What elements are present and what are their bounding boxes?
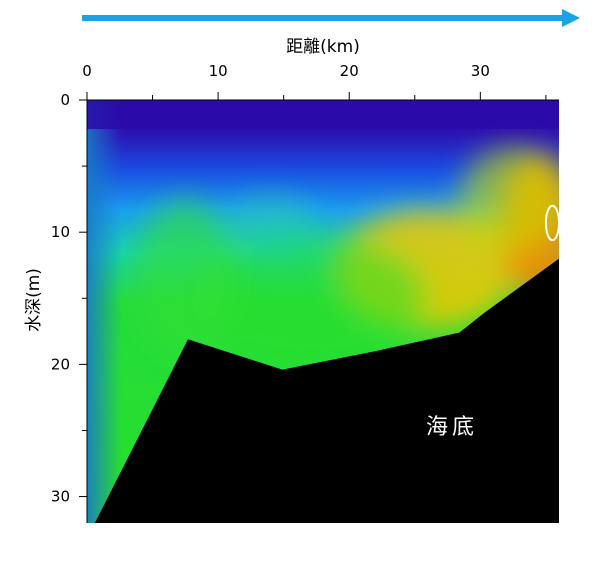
direction-arrow-head bbox=[562, 9, 580, 27]
plot-area bbox=[87, 100, 559, 523]
field-blob-3 bbox=[191, 232, 428, 365]
x-tick-label: 10 bbox=[209, 62, 228, 80]
left-edge-shading bbox=[87, 100, 122, 523]
field-blob-5 bbox=[224, 195, 317, 254]
field-blob-4 bbox=[132, 199, 238, 358]
field-blob-2 bbox=[460, 146, 559, 252]
seabed-shape bbox=[87, 258, 559, 523]
seabed-label: 海底 bbox=[426, 415, 478, 440]
surface-layer bbox=[87, 100, 559, 130]
x-tick-label: 0 bbox=[82, 62, 92, 80]
y-tick-label: 20 bbox=[51, 355, 70, 373]
direction-arrow bbox=[82, 9, 580, 27]
concentration-field bbox=[132, 146, 559, 365]
surface-band bbox=[87, 100, 559, 130]
x-tick-label: 30 bbox=[471, 62, 490, 80]
y-axis-title: 水深(m) bbox=[24, 268, 44, 332]
x-axis: 0 10 20 30 bbox=[82, 62, 559, 101]
y-tick-label: 0 bbox=[60, 91, 70, 109]
y-tick-label: 10 bbox=[51, 223, 70, 241]
y-tick-label: 30 bbox=[51, 488, 70, 506]
contour-highlight bbox=[544, 204, 559, 242]
x-axis-title: 距離(km) bbox=[286, 37, 360, 57]
y-axis: 0 10 20 30 bbox=[51, 91, 88, 523]
x-tick-label: 20 bbox=[340, 62, 359, 80]
